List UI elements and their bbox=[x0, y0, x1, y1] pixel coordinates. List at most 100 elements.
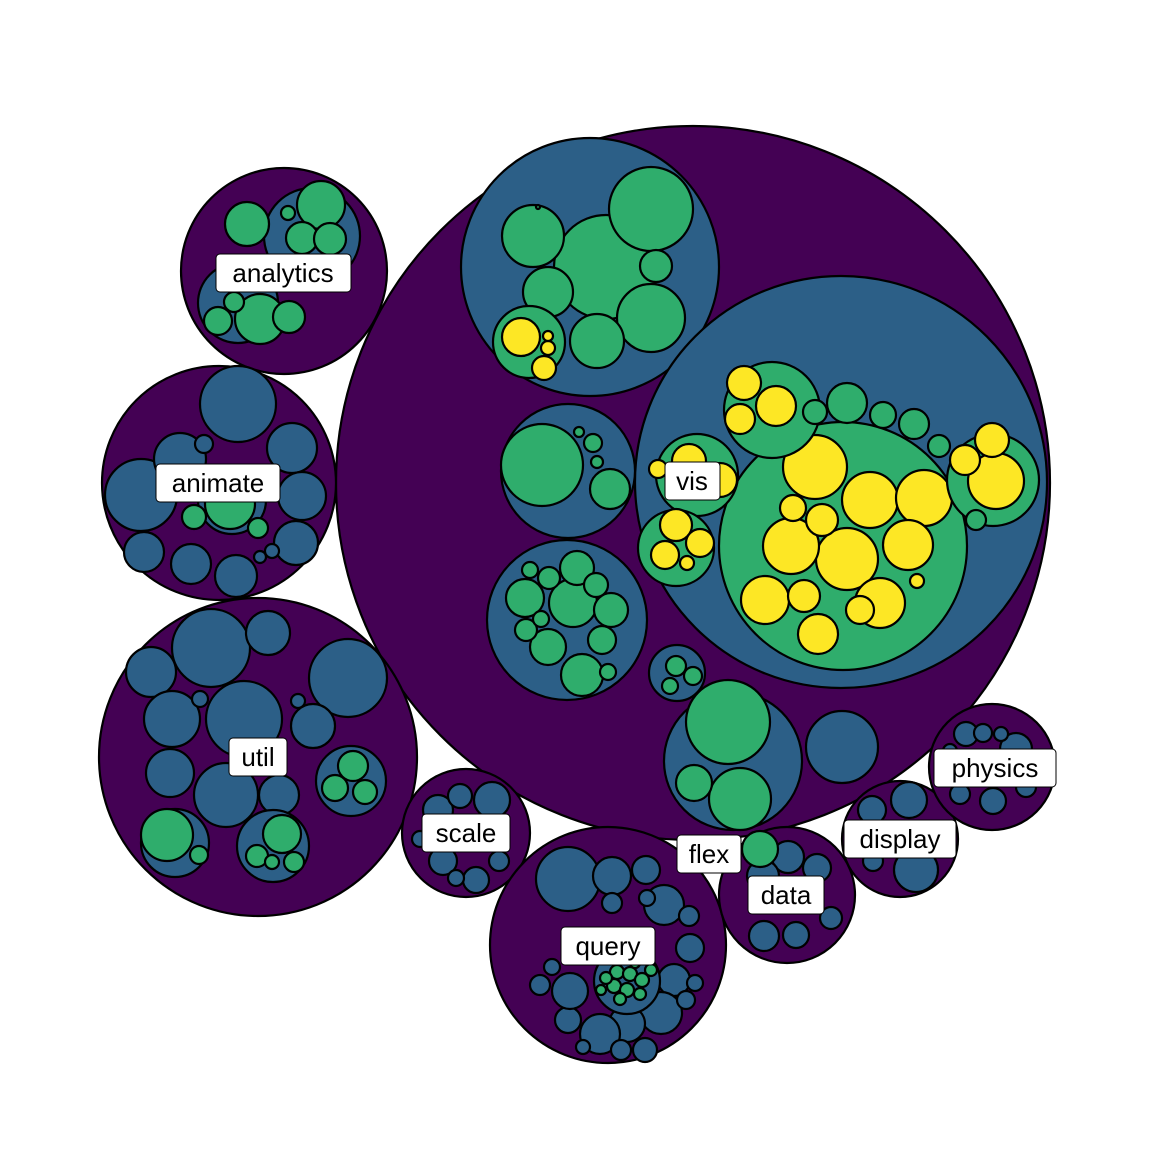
node-circle-depth-3-80 bbox=[707, 766, 773, 832]
group-label-animate[interactable]: animate bbox=[155, 463, 281, 503]
node-circle-depth-4-12 bbox=[530, 354, 558, 382]
node-circle-depth-3-5 bbox=[534, 203, 542, 211]
node-circle-depth-3-128 bbox=[336, 749, 370, 783]
node-circle-depth-4-36 bbox=[908, 572, 926, 590]
node-circle-depth-3-62 bbox=[504, 577, 546, 619]
node-circle-depth-3-75 bbox=[664, 654, 688, 678]
group-label-scale-text: scale bbox=[436, 818, 497, 848]
node-circle-depth-3-81 bbox=[674, 763, 714, 803]
node-circle-depth-4-52 bbox=[725, 364, 763, 402]
node-circle-depth-2-201 bbox=[992, 725, 1010, 743]
node-circle-depth-3-90 bbox=[279, 204, 297, 222]
node-circle-depth-2-101 bbox=[276, 470, 328, 522]
node-circle-depth-2-120 bbox=[289, 702, 337, 750]
node-circle-depth-3-138 bbox=[263, 853, 281, 871]
node-circle-depth-3-137 bbox=[282, 850, 306, 874]
node-circle-depth-4-35 bbox=[778, 493, 808, 523]
group-label-flex[interactable]: flex bbox=[676, 834, 742, 874]
group-label-util-text: util bbox=[241, 742, 274, 772]
node-circle-depth-3-64 bbox=[559, 652, 605, 698]
node-circle-depth-2-97 bbox=[198, 364, 278, 444]
node-circle-depth-2-125 bbox=[190, 689, 210, 709]
node-circle-depth-4-54 bbox=[723, 402, 757, 436]
node-circle-depth-3-178 bbox=[612, 991, 628, 1007]
node-circle-depth-2-121 bbox=[144, 747, 196, 799]
node-circle-depth-3-41 bbox=[964, 508, 988, 532]
node-circle-depth-3-79 bbox=[684, 678, 772, 766]
node-circle-depth-3-56 bbox=[868, 400, 898, 430]
node-circle-depth-3-130 bbox=[351, 778, 379, 806]
labels-layer: analytics animate vis util physics scale… bbox=[155, 253, 1057, 966]
node-circle-depth-3-70 bbox=[582, 571, 610, 599]
node-circle-depth-3-58 bbox=[801, 398, 829, 426]
node-circle-depth-2-105 bbox=[122, 530, 166, 574]
node-circle-depth-2-106 bbox=[193, 433, 215, 455]
node-circle-depth-2-147 bbox=[446, 868, 466, 888]
node-circle-depth-3-94 bbox=[222, 290, 246, 314]
node-circle-depth-2-116 bbox=[307, 637, 389, 719]
node-circle-depth-2-112 bbox=[252, 549, 268, 565]
node-circle-depth-2-168 bbox=[685, 973, 705, 993]
group-label-query-text: query bbox=[575, 931, 640, 961]
node-circle-depth-3-18 bbox=[582, 432, 604, 454]
node-circle-depth-2-126 bbox=[289, 692, 307, 710]
node-circle-depth-2-166 bbox=[600, 891, 624, 915]
node-circle-depth-2-192 bbox=[889, 780, 929, 820]
node-circle-depth-3-20 bbox=[572, 425, 586, 439]
node-circle-depth-3-109 bbox=[180, 503, 208, 531]
node-circle-depth-4-13 bbox=[539, 339, 557, 357]
node-circle-depth-2-111 bbox=[263, 542, 281, 560]
node-circle-depth-3-55 bbox=[825, 381, 869, 425]
group-label-animate-text: animate bbox=[172, 468, 265, 498]
node-circle-depth-3-8 bbox=[568, 312, 626, 370]
node-circle-depth-4-34 bbox=[844, 594, 876, 626]
node-circle-depth-2-189 bbox=[818, 905, 844, 931]
group-label-analytics-text: analytics bbox=[232, 258, 333, 288]
group-label-display-text: display bbox=[860, 824, 941, 854]
node-circle-depth-3-179 bbox=[643, 962, 659, 978]
node-circle-depth-2-102 bbox=[272, 519, 320, 567]
node-circle-depth-4-39 bbox=[973, 421, 1011, 459]
group-label-vis[interactable]: vis bbox=[664, 461, 721, 501]
group-label-display[interactable]: display bbox=[843, 819, 957, 859]
node-circle-depth-2-118 bbox=[142, 689, 202, 749]
node-circle-depth-3-68 bbox=[536, 565, 562, 591]
node-circle-depth-3-19 bbox=[589, 454, 605, 470]
node-circle-depth-3-92 bbox=[271, 299, 307, 335]
node-circle-depth-3-129 bbox=[320, 773, 350, 803]
node-circle-depth-4-30 bbox=[804, 502, 840, 538]
node-circle-depth-4-50 bbox=[678, 554, 696, 572]
node-circle-depth-4-32 bbox=[786, 578, 822, 614]
group-label-data-text: data bbox=[761, 880, 812, 910]
node-circle-depth-2-150 bbox=[591, 855, 633, 897]
node-circle-depth-2-114 bbox=[170, 607, 252, 689]
node-circle-depth-3-9 bbox=[638, 248, 674, 284]
node-circle-depth-4-53 bbox=[754, 384, 798, 428]
node-circle-depth-2-153 bbox=[674, 932, 706, 964]
group-label-analytics[interactable]: analytics bbox=[215, 253, 352, 293]
group-label-util[interactable]: util bbox=[228, 737, 288, 777]
node-circle-depth-3-7 bbox=[615, 282, 687, 354]
node-circle-depth-2-103 bbox=[169, 542, 213, 586]
node-circle-depth-2-159 bbox=[550, 971, 590, 1011]
node-circle-depth-2-167 bbox=[574, 1038, 592, 1056]
node-circle-depth-3-177 bbox=[598, 970, 614, 986]
group-label-physics[interactable]: physics bbox=[933, 748, 1057, 788]
node-circle-depth-2-82 bbox=[804, 709, 880, 785]
node-circle-depth-4-33 bbox=[796, 612, 840, 656]
node-circle-depth-3-89 bbox=[312, 221, 348, 257]
node-circle-depth-3-63 bbox=[592, 591, 630, 629]
group-label-data[interactable]: data bbox=[747, 875, 825, 915]
group-label-scale[interactable]: scale bbox=[421, 813, 511, 853]
node-circle-depth-2-151 bbox=[630, 854, 662, 886]
node-circle-depth-2-123 bbox=[257, 773, 301, 817]
node-circle-depth-4-14 bbox=[541, 329, 555, 343]
node-circle-depth-3-110 bbox=[246, 516, 270, 540]
group-label-query[interactable]: query bbox=[560, 926, 656, 966]
node-circle-depth-4-45 bbox=[647, 458, 669, 480]
node-circle-depth-4-25 bbox=[894, 468, 954, 528]
node-circle-depth-3-180 bbox=[594, 983, 608, 997]
node-circle-depth-3-135 bbox=[261, 813, 303, 855]
node-circle-depth-2-198 bbox=[978, 786, 1008, 816]
node-circle-depth-2-158 bbox=[553, 1005, 583, 1035]
